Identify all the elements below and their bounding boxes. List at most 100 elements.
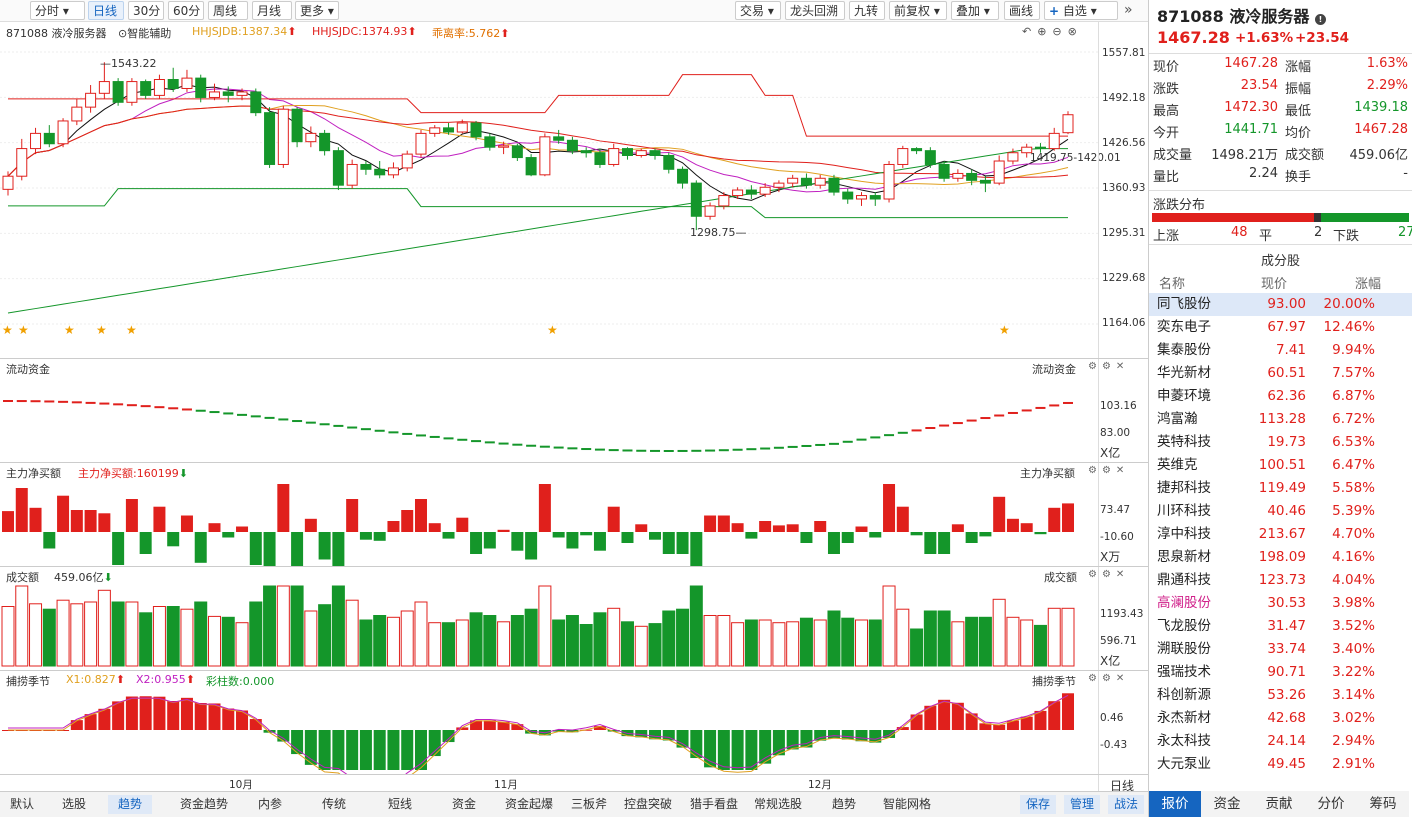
candle-body [98,81,110,94]
tab-smart-grid[interactable]: 智能网格 [883,797,932,811]
list-item[interactable]: 申菱环境 62.36 6.87% [1149,385,1412,408]
collapse-icon[interactable]: » [1124,2,1133,18]
list-item[interactable]: 英特科技 19.73 6.53% [1149,431,1412,454]
dragon-backtrack-button[interactable]: 龙头回溯 [785,1,845,20]
list-item[interactable]: 溯联股份 33.74 3.40% [1149,638,1412,661]
amount-bar [896,608,910,667]
tab-monthly[interactable]: 月线 [252,1,292,20]
season-bar [373,730,386,770]
tab-trend-2[interactable]: 趋势 [832,797,857,811]
tab-fund-burst[interactable]: 资金起爆 [505,797,554,811]
tab-60min[interactable]: 60分 [168,1,204,20]
tab-funds[interactable]: 资金 [452,797,477,811]
tab-fund-trend[interactable]: 资金趋势 [180,797,229,811]
list-item[interactable]: 思泉新材 198.09 4.16% [1149,546,1412,569]
season-bar [401,730,414,770]
candle-body [319,132,331,152]
flow-mark [691,449,702,452]
list-item[interactable]: 捷邦科技 119.49 5.58% [1149,477,1412,500]
list-item[interactable]: 大元泵业 49.45 2.91% [1149,753,1412,776]
tab-hunter[interactable]: 猎手看盘 [690,797,739,811]
net-bar [924,532,937,554]
flow-mark [85,401,96,404]
season-panel-right-title: 捕捞季节 [1032,675,1076,688]
tab-traditional[interactable]: 传统 [322,797,347,811]
smart-aux-toggle[interactable]: ⊙智能辅助 [118,27,172,40]
candle-body [305,132,317,143]
amount-bar [483,615,497,667]
adjust-menu[interactable]: 前复权 ▾ [889,1,947,20]
list-item[interactable]: 同飞股份 93.00 20.00% [1149,293,1412,316]
list-item[interactable]: 奕东电子 67.97 12.46% [1149,316,1412,339]
flow-mark [663,449,674,452]
net-bar [965,532,978,543]
tab-stock-picking[interactable]: 选股 [62,797,87,811]
nine-turn-button[interactable]: 九转 [849,1,885,20]
list-item[interactable]: 英维克 100.51 6.47% [1149,454,1412,477]
candlestick-chart[interactable] [0,40,1098,358]
list-item[interactable]: 强瑞技术 90.71 3.22% [1149,661,1412,684]
list-item[interactable]: 科创新源 53.26 3.14% [1149,684,1412,707]
flow-mark [512,443,523,446]
tab-regular-picking[interactable]: 常规选股 [754,797,803,811]
tab-short-line[interactable]: 短线 [388,797,413,811]
chart-controls[interactable]: ↶⊕⊖⊗ [1022,25,1083,38]
tab-default[interactable]: 默认 [10,797,35,811]
tab-price-dist[interactable]: 分价 [1305,791,1357,817]
tab-capital[interactable]: 资金 [1201,791,1253,817]
flow-mark [58,400,69,403]
draw-button[interactable]: 画线 [1004,1,1040,20]
info-icon[interactable]: ! [1314,14,1326,25]
tab-daily[interactable]: 日线 [88,1,124,20]
net-bar [869,532,882,538]
tab-three-axes[interactable]: 三板斧 [571,797,608,811]
tab-intraday[interactable]: 分时 ▾ [30,1,85,20]
tab-insider[interactable]: 内参 [258,797,283,811]
candle-body [732,189,744,197]
tab-contribution[interactable]: 贡献 [1253,791,1305,817]
amount-bar [331,585,345,667]
tab-quote[interactable]: 报价 [1149,791,1201,817]
trade-menu[interactable]: 交易 ▾ [735,1,781,20]
cursor-price-label: 1419.75-1420.01 [1030,152,1121,164]
list-item[interactable]: 高澜股份 30.53 3.98% [1149,592,1412,615]
list-item[interactable]: 鸿富瀚 113.28 6.72% [1149,408,1412,431]
season-bar [98,708,111,730]
amount-bar [263,585,277,667]
panel-settings-icon[interactable]: ⚙⚙✕ [1088,465,1130,476]
panel-settings-icon[interactable]: ⚙⚙✕ [1088,569,1130,580]
list-item[interactable]: 淳中科技 213.67 4.70% [1149,523,1412,546]
candle-body [718,195,730,207]
more-menu[interactable]: 更多 ▾ [295,1,339,20]
list-item[interactable]: 永杰新材 42.68 3.02% [1149,707,1412,730]
add-watchlist-button[interactable]: + 自选 ▾ [1044,1,1118,20]
season-bar [827,730,840,739]
net-bar [538,484,551,532]
list-item[interactable]: 川环科技 40.46 5.39% [1149,500,1412,523]
net-bar [525,532,538,560]
tab-control-breakout[interactable]: 控盘突破 [624,797,673,811]
tab-weekly[interactable]: 周线 [208,1,248,20]
tab-trend[interactable]: 趋势 [108,795,153,814]
season-bar [993,724,1006,730]
strategy-button[interactable]: 战法 [1108,795,1145,814]
tab-30min[interactable]: 30分 [128,1,164,20]
list-item[interactable]: 华光新材 60.51 7.57% [1149,362,1412,385]
amount-bar [345,599,359,667]
candle-body [856,195,868,200]
amount-bar [1020,619,1034,667]
flow-mark [429,435,440,438]
overlay-menu[interactable]: 叠加 ▾ [951,1,999,20]
panel-settings-icon[interactable]: ⚙⚙✕ [1088,361,1130,372]
candle-body [883,163,895,200]
list-item[interactable]: 永太科技 24.14 2.94% [1149,730,1412,753]
panel-settings-icon[interactable]: ⚙⚙✕ [1088,673,1130,684]
list-item[interactable]: 飞龙股份 31.47 3.52% [1149,615,1412,638]
list-item[interactable]: 鼎通科技 123.73 4.04% [1149,569,1412,592]
amount-bar [428,622,442,667]
list-item[interactable]: 集泰股份 7.41 9.94% [1149,339,1412,362]
tab-chips[interactable]: 筹码 [1357,791,1409,817]
season-bar [745,730,758,770]
manage-button[interactable]: 管理 [1064,795,1101,814]
save-button[interactable]: 保存 [1020,795,1057,814]
